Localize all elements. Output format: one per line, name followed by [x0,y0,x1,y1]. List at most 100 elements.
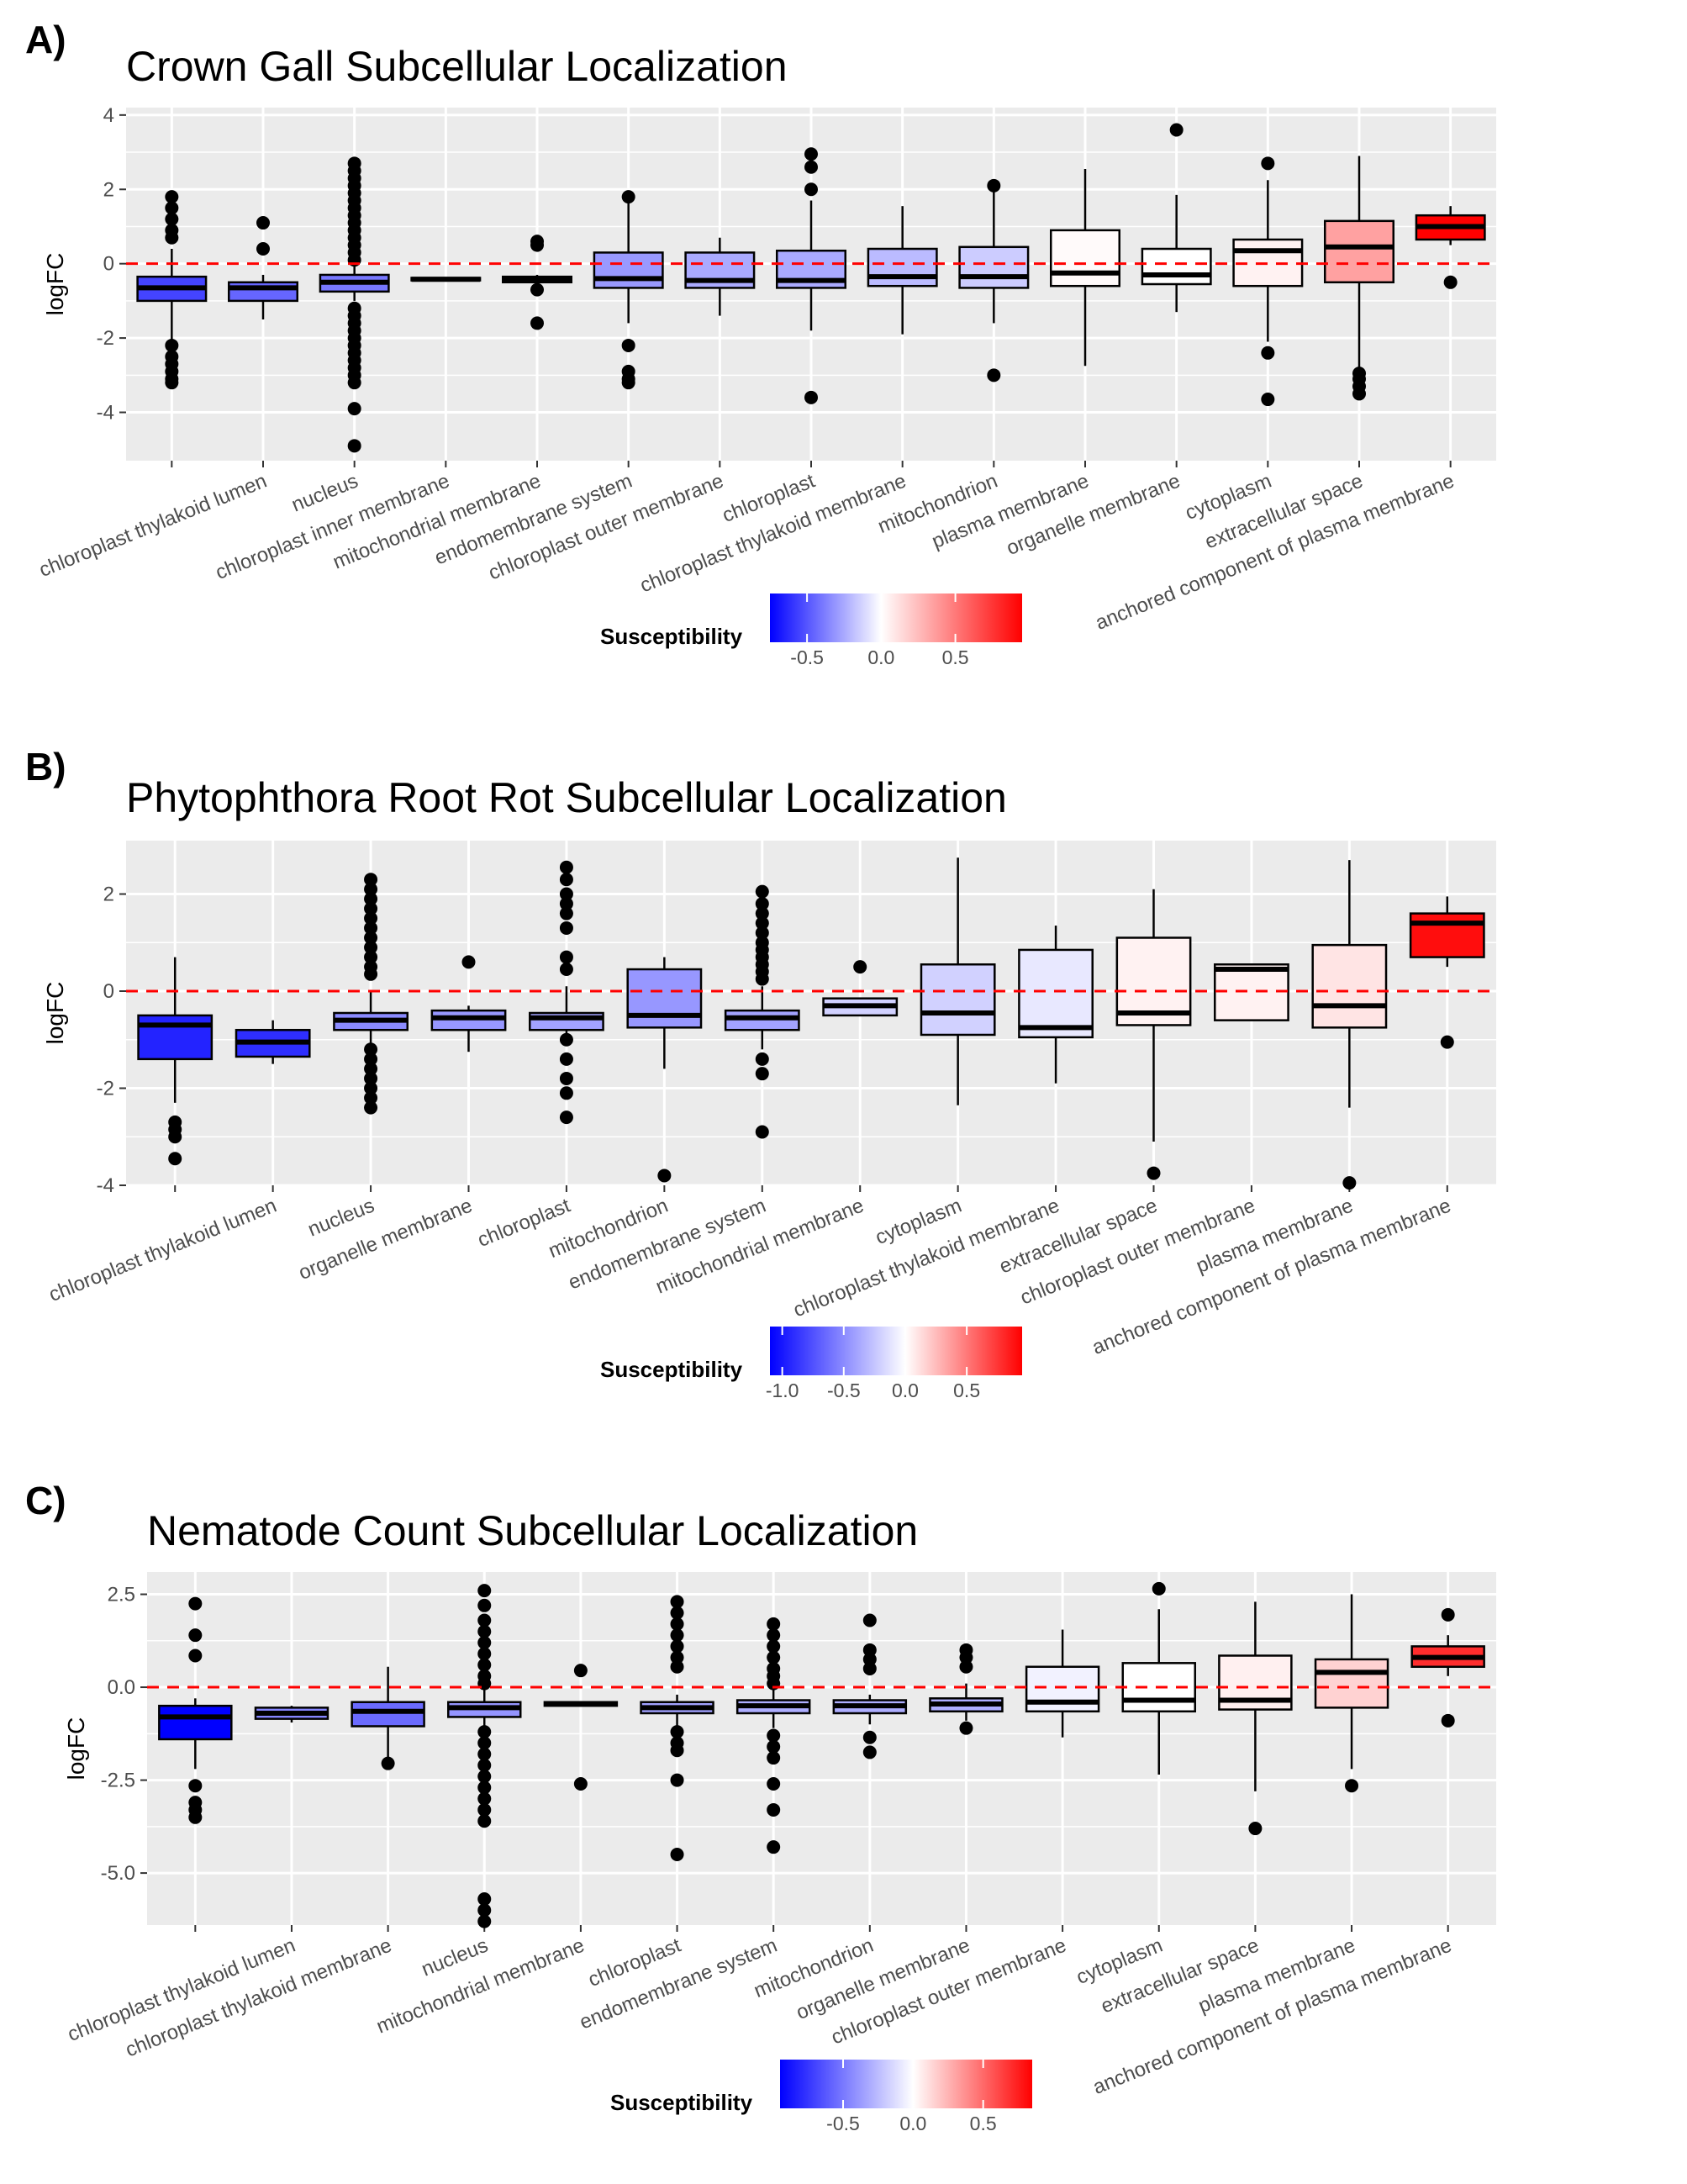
colorbar-tick-label: -0.5 [827,1380,861,1397]
outlier-point [165,338,179,352]
outlier-point [767,1650,781,1664]
outlier-point [559,1032,573,1047]
outlier-point [670,1650,684,1664]
outlier-point [862,1730,877,1744]
outlier-point [347,402,361,416]
colorbar-legend: -1.0 -0.5 0.0 0.5 [766,1327,1022,1397]
colorbar-tick-label: 0.5 [970,2113,997,2130]
colorbar-gradient [770,1327,1022,1375]
y-tick-label: 0.0 [108,1676,135,1699]
outlier-point [559,873,573,887]
outlier-point [767,1639,781,1654]
outlier-point [767,1751,781,1765]
outlier-point [364,1100,378,1115]
outlier-point [188,1649,203,1663]
outlier-point [364,901,378,915]
outlier-point [364,921,378,935]
outlier-point [621,338,635,352]
outlier-point [559,1052,573,1066]
colorbar-tick-label: 0.0 [899,2113,926,2130]
outlier-point [477,1647,492,1661]
colorbar-tick-label: -1.0 [766,1380,799,1397]
outlier-point [477,1636,492,1649]
box [1141,247,1212,286]
colorbar-legend: -0.5 0.0 0.5 [780,2060,1032,2130]
outlier-point [1440,1035,1454,1049]
outlier-point [1147,1166,1161,1180]
outlier-point [559,1110,573,1125]
outlier-point [670,1606,684,1620]
outlier-point [670,1848,684,1861]
box [920,963,996,1037]
box [1050,229,1120,288]
x-tick-label: extracellular space [1098,1934,1263,2018]
outlier-point [1443,275,1458,289]
outlier-point [477,1613,492,1627]
panel-title: Phytophthora Root Rot Subcellular Locali… [126,774,1007,821]
outlier-point [477,1758,492,1772]
outlier-point [256,216,270,230]
outlier-point [767,1617,781,1631]
outlier-point [477,1598,492,1612]
outlier-point [364,1091,378,1105]
outlier-point [364,882,378,896]
outlier-point [477,1624,492,1638]
outlier-point [559,860,573,874]
outlier-point [1352,387,1366,401]
outlier-point [559,906,573,921]
colorbar-tick-label: -0.5 [826,2113,860,2130]
colorbar-legend: -0.5 0.0 0.5 [770,593,1022,664]
y-tick-label: -4 [97,402,114,425]
outlier-point [364,1062,378,1076]
outlier-point [477,1584,492,1598]
outlier-point [670,1595,684,1609]
outlier-point [188,1779,203,1793]
outlier-point [477,1747,492,1761]
outlier-point [1261,346,1275,360]
outlier-point [559,887,573,901]
box [1025,1665,1100,1713]
outlier-point [1261,156,1275,171]
outlier-point [364,1071,378,1085]
outlier-point [559,950,573,964]
outlier-point [364,950,378,964]
outlier-point [1441,1607,1455,1622]
outlier-point [804,147,818,161]
outlier-point [347,376,361,390]
outlier-point [165,230,179,245]
outlier-point [364,1081,378,1095]
outlier-point [959,1659,973,1674]
outlier-point [1152,1581,1166,1596]
box [958,245,1030,289]
outlier-point [364,941,378,955]
panel-letter: A) [25,18,66,61]
outlier-point [165,190,179,204]
outlier-point [804,160,818,174]
outlier-point [804,390,818,404]
box [867,247,938,288]
y-tick-label: 2.5 [108,1584,135,1606]
outlier-point [755,972,769,986]
outlier-point [477,1914,492,1928]
outlier-point [477,1903,492,1918]
outlier-point [670,1744,684,1758]
outlier-point [1441,1713,1455,1728]
outlier-point [188,1628,203,1643]
outlier-point [364,1042,378,1057]
plot-background [147,1572,1496,1925]
outlier-point [1248,1822,1263,1836]
outlier-point [364,873,378,887]
y-tick-label: -4 [97,1174,114,1197]
outlier-point [755,926,769,940]
outlier-point [347,439,361,453]
outlier-point [1169,123,1184,137]
outlier-point [573,1777,588,1791]
colorbar-tick-label: -0.5 [790,646,824,664]
colorbar-tick-label: 0.5 [953,1380,980,1397]
outlier-point [168,1152,182,1166]
outlier-point [755,1125,769,1139]
box [1324,219,1394,284]
outlier-point [559,1071,573,1085]
